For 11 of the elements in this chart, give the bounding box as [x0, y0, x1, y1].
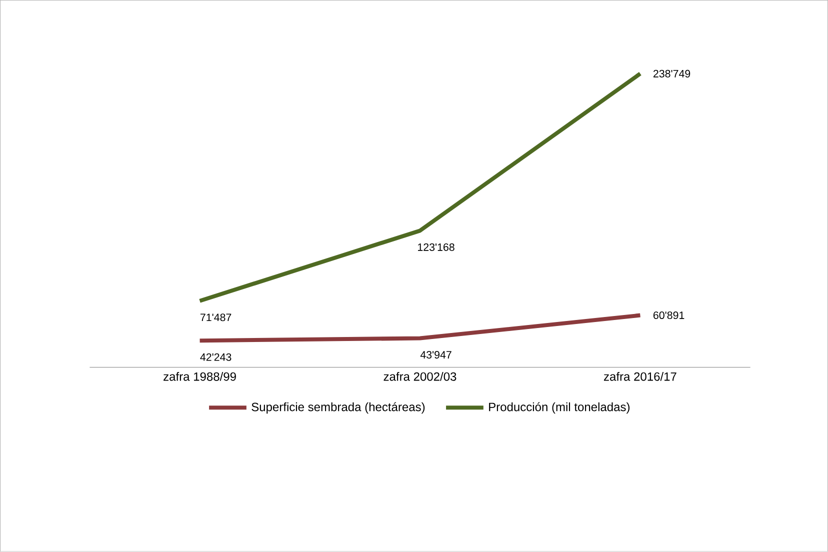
data-label: 123'168 — [418, 244, 454, 252]
x-tick-label: zafra 2016/17 — [604, 372, 676, 381]
x-tick-label: zafra 1988/99 — [164, 372, 236, 381]
x-tick-label: zafra 2002/03 — [384, 372, 456, 381]
data-label: 238'749 — [653, 70, 690, 78]
data-label: 60'891 — [653, 312, 684, 320]
legend-label: Producción (mil toneladas) — [489, 402, 630, 414]
legend-label: Superficie sembrada (hectáreas) — [252, 402, 425, 414]
data-label: 71'487 — [200, 314, 232, 322]
data-label: 43'947 — [420, 351, 452, 359]
data-label: 42'243 — [200, 353, 232, 362]
